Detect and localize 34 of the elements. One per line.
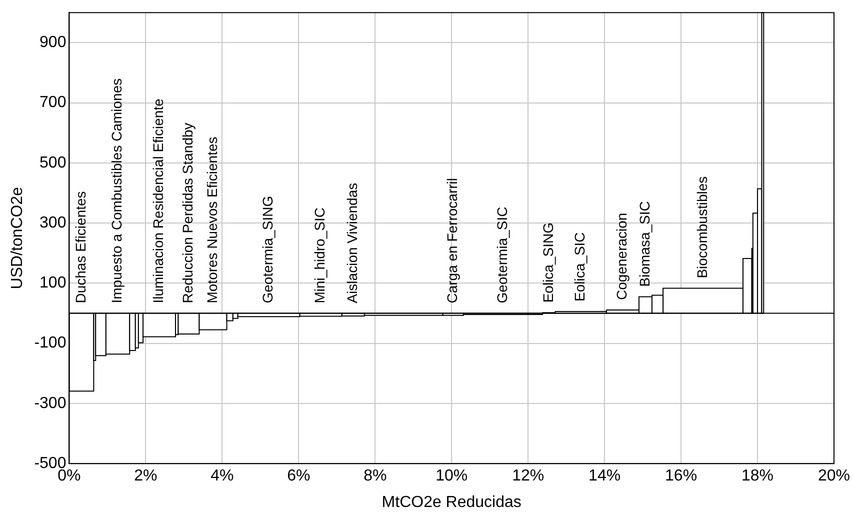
y-tick-label: -100 [34, 334, 66, 352]
y-tick-label: 500 [40, 154, 66, 172]
annotation: Geotermia_SIC [494, 206, 510, 304]
x-tick-label: 2% [134, 468, 158, 485]
y-tick-label: 900 [40, 34, 66, 52]
x-tick-label: 4% [210, 468, 234, 485]
y-tick-label: 100 [40, 274, 66, 292]
x-axis-title: MtCO2e Reducidas [382, 494, 522, 511]
annotation: Aislacion Viviendas [344, 182, 360, 304]
x-tick-label: 16% [665, 468, 698, 485]
x-tick-label: 14% [588, 468, 621, 485]
x-tick-label: 18% [741, 468, 774, 485]
x-tick-label: 20% [818, 468, 850, 485]
y-tick-label: 700 [40, 94, 66, 112]
annotation: Biomasa_SIC [636, 201, 652, 287]
x-tick-label: 6% [287, 468, 310, 485]
annotation: Motores Nuevos Eficientes [204, 136, 220, 304]
y-tick-label: 300 [40, 214, 66, 232]
annotation: Carga en Ferrocarril [444, 178, 460, 304]
annotation: Iluminacion Residencial Eficiente [150, 98, 166, 304]
y-axis-title: USD/tonCO2e [9, 186, 26, 290]
annotation: Eolica_SING [540, 222, 556, 303]
annotation: Reduccion Perdidas Standby [180, 122, 196, 304]
annotation: Eolica_SIC [572, 232, 588, 302]
annotation: Biocombustibles [694, 176, 710, 278]
annotation: Impuesto a Combustibles Camiones [108, 78, 125, 304]
x-tick-label: 12% [512, 468, 544, 485]
annotation: Cogeneracion [614, 212, 630, 300]
annotation: Duchas Eficientes [72, 191, 88, 304]
annotation: Geotermia_SING [260, 196, 276, 304]
x-tick-label: 8% [364, 468, 387, 485]
annotation: Mini_hidro_SIC [312, 208, 328, 304]
x-tick-label: 10% [436, 468, 468, 485]
y-tick-label: -300 [34, 394, 66, 412]
